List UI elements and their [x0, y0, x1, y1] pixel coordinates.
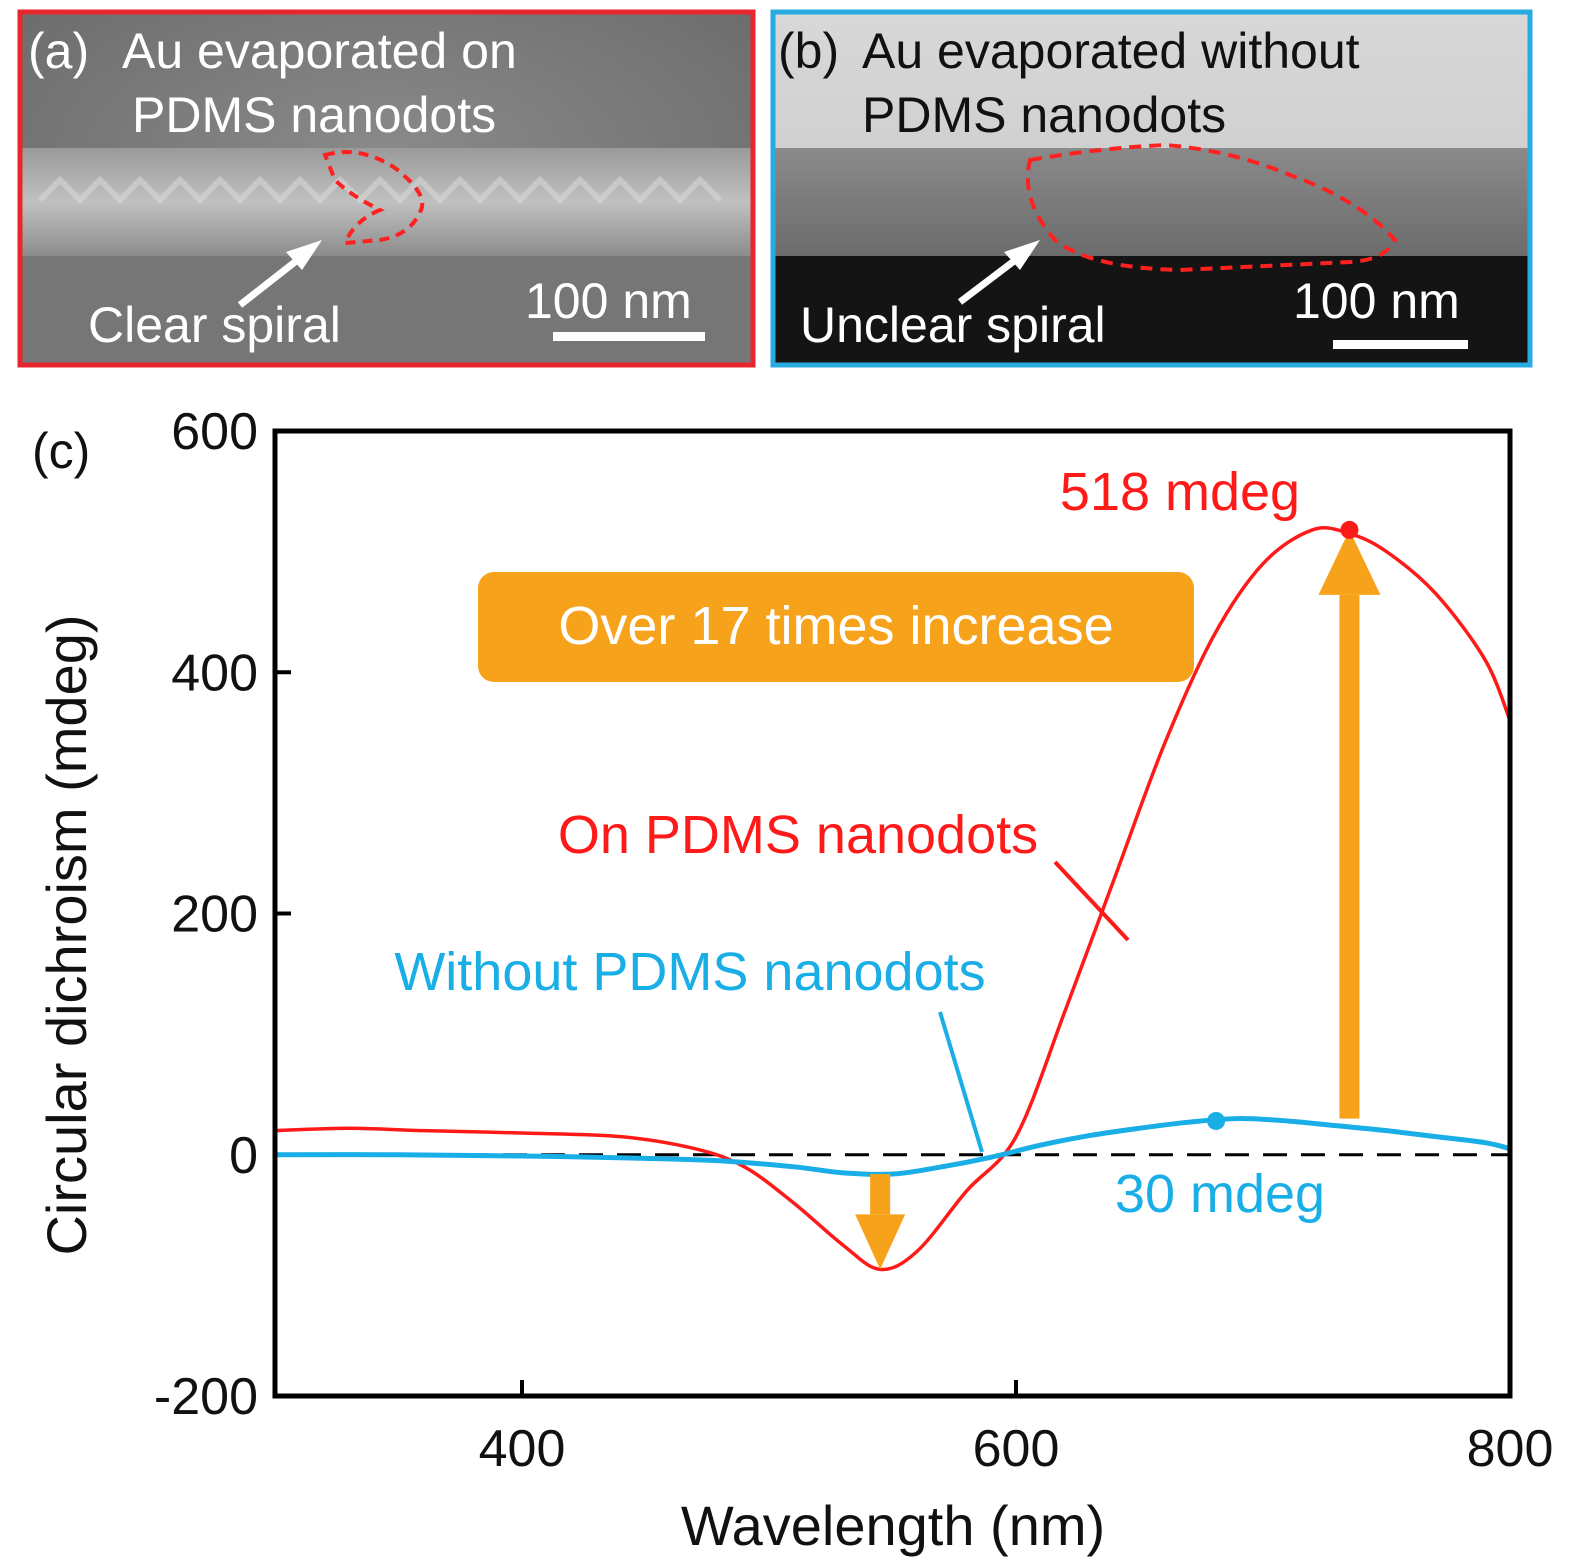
- callout-box: [478, 572, 1194, 682]
- x-tick-labels: 400 600 800: [479, 1420, 1554, 1478]
- arrow-shaft: [1339, 594, 1360, 1119]
- blue-peak-label: 30 mdeg: [1115, 1164, 1325, 1224]
- panel-a-title-line1: Au evaporated on: [122, 23, 517, 79]
- panel-a-label: (a): [28, 23, 89, 79]
- x-tick-label: 400: [479, 1420, 566, 1478]
- blue-series-leader: [938, 1011, 984, 1153]
- panel-b-border: [770, 9, 1533, 368]
- arrow-head: [1318, 529, 1381, 595]
- panel-b-label: (b): [778, 23, 839, 79]
- up-arrow-icon: [1318, 529, 1381, 1119]
- y-tick-label: 400: [171, 644, 258, 702]
- x-tick-label: 600: [973, 1420, 1060, 1478]
- white-arrow-icon: [237, 240, 322, 308]
- y-tick-label: 0: [229, 1127, 258, 1185]
- blue-peak-marker: [1207, 1111, 1226, 1130]
- down-arrow-icon: [855, 1174, 906, 1270]
- y-tick-label: 600: [171, 403, 258, 461]
- panel-b-title-line1: Au evaporated without: [862, 23, 1360, 79]
- red-peak-marker: [1340, 520, 1359, 539]
- blue-series-label: Without PDMS nanodots: [394, 942, 985, 1002]
- y-axis-title: Circular dichroism (mdeg): [35, 614, 98, 1255]
- panel-b-film: [773, 148, 1530, 256]
- panel-c: (c) -200 0 200 400 600 400 600 800 Over 17 tim…: [32, 403, 1553, 1557]
- panel-a-annotation: Clear spiral: [88, 297, 341, 353]
- panel-a-title-line2: PDMS nanodots: [132, 87, 496, 143]
- panel-a-scale-label: 100 nm: [525, 273, 692, 329]
- callout-text: Over 17 times increase: [558, 596, 1113, 656]
- panel-b-title-line2: PDMS nanodots: [862, 87, 1226, 143]
- panel-b: (b) Au evaporated without PDMS nanodots …: [770, 9, 1533, 368]
- panel-b-spiral-outline: [1025, 142, 1398, 273]
- panel-a-substrate: [20, 256, 753, 365]
- y-tick-label: 200: [171, 886, 258, 944]
- x-axis-title: Wavelength (nm): [681, 1494, 1105, 1557]
- arrow-shaft: [870, 1174, 891, 1215]
- panel-b-annotation: Unclear spiral: [800, 297, 1106, 353]
- panel-a-scale-bar: [553, 332, 705, 341]
- y-tick-label: -200: [154, 1368, 258, 1426]
- panel-a-texture: [37, 175, 723, 205]
- plot-frame: [272, 428, 1513, 1399]
- red-series-label: On PDMS nanodots: [558, 805, 1038, 865]
- arrow-head: [855, 1214, 906, 1270]
- panel-b-scale-bar: [1333, 340, 1468, 349]
- y-tick-labels: -200 0 200 400 600: [154, 403, 258, 1426]
- red-peak-label: 518 mdeg: [1060, 462, 1300, 522]
- panel-a-border: [17, 9, 756, 368]
- panel-a: (a) Au evaporated on PDMS nanodots Clear…: [17, 9, 756, 368]
- panel-c-label: (c): [32, 423, 90, 479]
- red-series-leader: [1053, 860, 1130, 942]
- panel-b-scale-label: 100 nm: [1293, 273, 1460, 329]
- white-arrow-icon: [957, 240, 1040, 305]
- series-line-without-pdms: [274, 1116, 1511, 1177]
- x-tick-label: 800: [1467, 1420, 1554, 1478]
- panel-a-spiral-outline: [322, 150, 425, 246]
